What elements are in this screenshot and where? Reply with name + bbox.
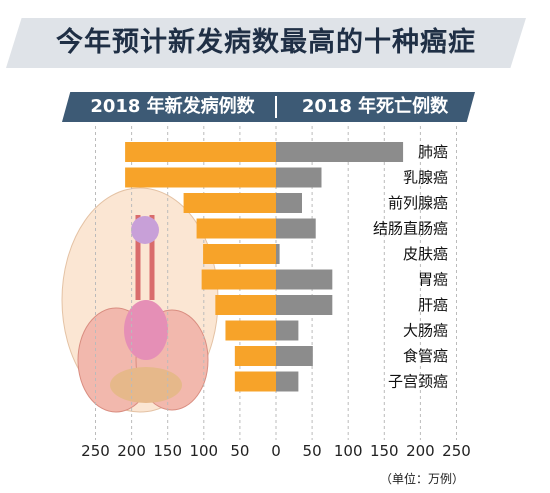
incidence-header: 2018 年新发病例数: [90, 96, 255, 117]
tick-label: 50: [303, 442, 322, 460]
incidence-bar: [183, 193, 276, 213]
header-divider: [275, 96, 277, 118]
category-label: 肝癌: [418, 296, 448, 314]
category-label: 皮肤癌: [403, 245, 448, 263]
incidence-bar: [201, 269, 276, 290]
tick-label: 100: [334, 442, 363, 460]
category-label: 子宫颈癌: [388, 373, 448, 391]
deaths-bar: [276, 269, 333, 290]
deaths-bar: [276, 142, 404, 162]
category-label: 前列腺癌: [388, 194, 448, 212]
deaths-bar: [276, 193, 302, 213]
incidence-bar: [125, 142, 277, 162]
category-label: 乳腺癌: [403, 169, 448, 187]
incidence-bar: [234, 346, 276, 366]
deaths-bar: [276, 218, 316, 239]
tick-label: 200: [117, 442, 146, 460]
deaths-bar: [276, 244, 280, 264]
axis-ticks: 250 200 150 100 50 0 50 100 150 200 250: [81, 442, 471, 460]
tick-label: 100: [189, 442, 218, 460]
tick-label: 0: [271, 442, 281, 460]
tick-label: 200: [406, 442, 435, 460]
bars-group: [125, 142, 404, 392]
deaths-bar: [276, 167, 322, 188]
tick-label: 150: [153, 442, 182, 460]
incidence-bar: [196, 218, 276, 239]
header-bar: [62, 92, 475, 122]
deaths-bar: [276, 371, 299, 392]
category-label: 食管癌: [403, 347, 448, 365]
category-label: 胃癌: [418, 271, 448, 289]
deaths-bar: [276, 320, 299, 341]
incidence-bar: [125, 167, 277, 188]
tick-label: 250: [442, 442, 471, 460]
deaths-header: 2018 年死亡例数: [301, 96, 449, 117]
tick-label: 250: [81, 442, 110, 460]
incidence-bar: [203, 244, 276, 264]
category-label: 结肠直肠癌: [373, 220, 448, 238]
incidence-bar: [225, 320, 276, 341]
chart-title: 今年预计新发病数最高的十种癌症: [56, 27, 476, 58]
tick-label: 50: [230, 442, 249, 460]
category-label: 肺癌: [418, 143, 448, 161]
unit-label: （单位：万例）: [380, 472, 465, 486]
lungs-illustration: [61, 187, 219, 413]
deaths-bar: [276, 346, 313, 366]
incidence-bar: [215, 295, 276, 315]
tick-label: 150: [370, 442, 399, 460]
incidence-bar: [234, 371, 276, 392]
title-banner: [6, 18, 526, 68]
category-label: 大肠癌: [403, 322, 448, 340]
deaths-bar: [276, 295, 333, 315]
